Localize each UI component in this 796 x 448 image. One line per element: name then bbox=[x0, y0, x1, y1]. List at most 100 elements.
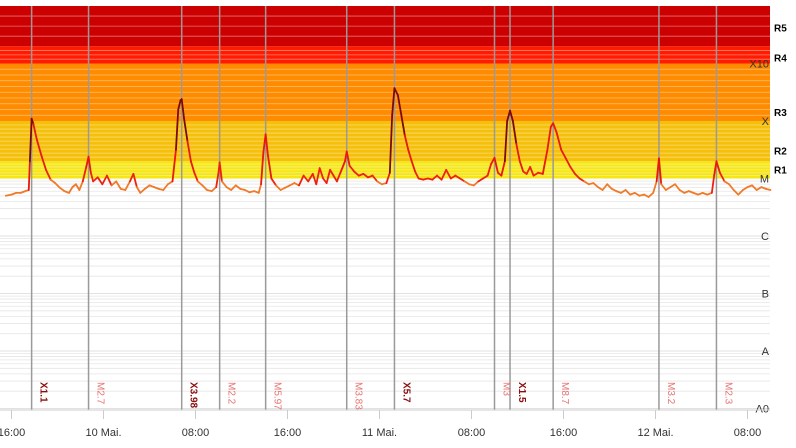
flare-label-m5-97: M5.97 bbox=[272, 382, 283, 410]
series-segment bbox=[518, 160, 525, 173]
series-segment bbox=[221, 180, 228, 189]
series-segment bbox=[78, 180, 84, 191]
series-segment bbox=[560, 148, 567, 160]
series-segment bbox=[54, 182, 61, 189]
series-segment bbox=[362, 172, 369, 179]
series-segment bbox=[500, 160, 506, 177]
series-segment bbox=[713, 160, 718, 177]
r-label-r4: R4 bbox=[774, 53, 787, 64]
series-segment bbox=[49, 178, 57, 185]
series-segment bbox=[385, 171, 391, 185]
series-segment bbox=[400, 114, 406, 137]
series-segment bbox=[652, 180, 658, 194]
series-segment bbox=[546, 125, 552, 151]
series-segment bbox=[564, 157, 572, 168]
series-segment bbox=[658, 157, 663, 186]
series-segment bbox=[393, 87, 399, 97]
series-segment bbox=[28, 117, 33, 163]
series-segment bbox=[371, 174, 379, 183]
series-segment bbox=[40, 154, 47, 171]
r-label-r2: R2 bbox=[774, 146, 787, 157]
series-segment bbox=[27, 160, 31, 191]
series-segment bbox=[353, 170, 360, 177]
series-segment bbox=[569, 166, 576, 175]
series-segment bbox=[396, 94, 403, 117]
series-segment bbox=[719, 171, 726, 183]
series-segment bbox=[445, 168, 452, 180]
series-segment bbox=[162, 183, 169, 191]
series-segment bbox=[257, 183, 262, 194]
series-segment bbox=[135, 186, 142, 194]
flare-label-m2-3: M2.3 bbox=[722, 382, 733, 405]
series-segment bbox=[482, 174, 489, 180]
series-segment bbox=[509, 109, 514, 122]
series-segment bbox=[710, 174, 716, 194]
series-segment bbox=[660, 183, 667, 191]
series-segment bbox=[298, 174, 305, 187]
flare-label-m3-2: M3.2 bbox=[665, 382, 676, 405]
x-tick-label: 08:00 bbox=[182, 427, 210, 439]
x-tick-label: 11 Mai. bbox=[362, 427, 397, 439]
series-segment bbox=[503, 120, 509, 163]
series-segment bbox=[201, 184, 208, 191]
series-segment bbox=[541, 148, 549, 175]
series-segment bbox=[275, 184, 282, 191]
series-segment bbox=[574, 172, 581, 180]
series-segment bbox=[459, 177, 466, 183]
flare-label-m3: M3 bbox=[501, 382, 512, 396]
series-segment bbox=[96, 176, 104, 186]
flare-label-m2-2: M2.2 bbox=[226, 382, 237, 405]
series-segment bbox=[87, 155, 92, 174]
series-segment bbox=[578, 177, 586, 183]
series-segment bbox=[583, 180, 590, 186]
flare-labels: X1.1 M2.7 X3.98 M2.2 M5.97 M3.83 X5.7 M3 X1.5 M8.… bbox=[38, 382, 734, 410]
class-label-x10: X10 bbox=[749, 59, 769, 71]
series-segment bbox=[678, 189, 686, 194]
series-segment bbox=[92, 176, 99, 183]
series-segment bbox=[106, 174, 113, 187]
series-segment bbox=[183, 117, 189, 143]
series-segment bbox=[302, 174, 310, 183]
series-layer bbox=[4, 87, 772, 198]
flare-markers bbox=[30, 6, 718, 410]
series-segment bbox=[765, 187, 772, 191]
series-segment bbox=[525, 166, 532, 175]
series-segment bbox=[193, 171, 199, 183]
series-segment bbox=[715, 160, 721, 174]
band-r3 bbox=[0, 63, 770, 121]
x-tick-label: 16:00 bbox=[550, 427, 578, 439]
series-segment bbox=[532, 171, 540, 177]
x-tick-label: 16:00 bbox=[0, 427, 25, 439]
series-segment bbox=[68, 186, 74, 194]
radio-blackout-bands bbox=[0, 6, 770, 179]
series-segment bbox=[58, 186, 66, 193]
series-segment bbox=[260, 151, 265, 186]
r-scale-labels: R1 R2 R3 R4 R5 bbox=[774, 23, 787, 176]
series-segment bbox=[186, 140, 192, 163]
series-segment bbox=[601, 183, 609, 191]
series-segment bbox=[486, 163, 492, 177]
r-label-r1: R1 bbox=[774, 165, 787, 176]
series-segment bbox=[264, 133, 269, 157]
series-segment bbox=[728, 183, 735, 191]
series-segment bbox=[477, 177, 484, 183]
series-segment bbox=[325, 168, 331, 185]
series-segment bbox=[180, 98, 185, 120]
series-segment bbox=[81, 166, 88, 183]
x-tick-label: 08:00 bbox=[734, 427, 762, 439]
series-segment bbox=[329, 168, 335, 177]
series-segment bbox=[493, 156, 499, 174]
series-segment bbox=[234, 184, 242, 190]
series-segment bbox=[307, 172, 314, 183]
x-tick-label: 16:00 bbox=[274, 427, 302, 439]
flare-label-x1-1: X1.1 bbox=[38, 382, 49, 403]
series-segment bbox=[512, 120, 518, 145]
series-segment bbox=[177, 99, 182, 111]
series-segment bbox=[230, 184, 237, 191]
series-segment bbox=[755, 186, 763, 191]
series-segment bbox=[336, 171, 342, 183]
series-segment bbox=[674, 183, 681, 191]
gridlines bbox=[0, 180, 770, 409]
series-segment bbox=[633, 191, 641, 197]
